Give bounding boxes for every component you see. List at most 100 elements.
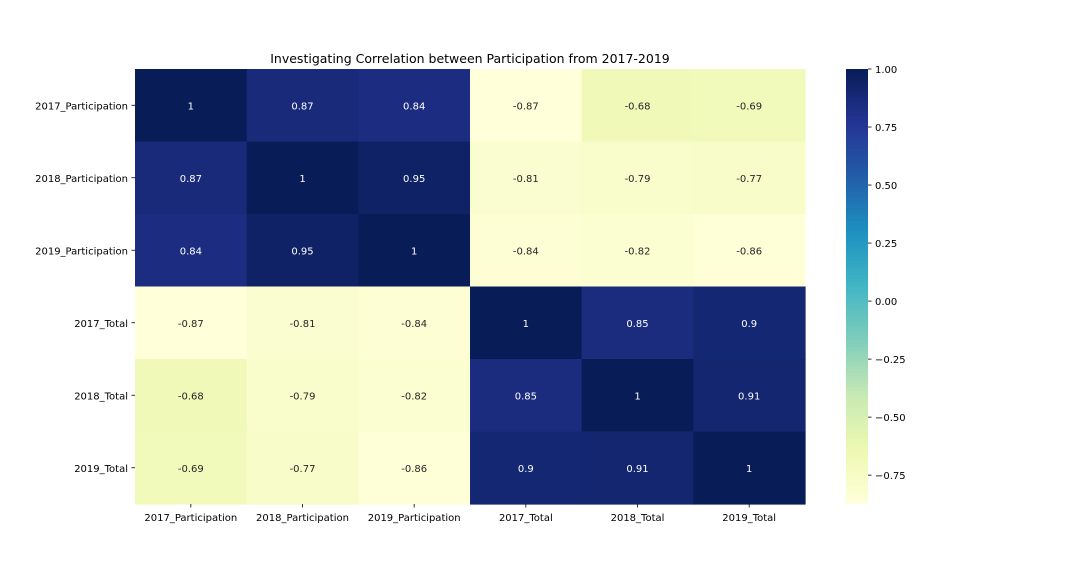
x-tick-label: 2017_Participation <box>144 513 237 524</box>
cell-annotation: -0.86 <box>401 464 427 475</box>
cell-annotation: 0.84 <box>403 101 425 112</box>
colorbar-segment <box>846 264 868 269</box>
heatmap-cell <box>470 359 583 433</box>
cell-annotation: 1 <box>523 319 529 330</box>
cell-annotation: -0.87 <box>513 101 539 112</box>
colorbar-segment <box>846 126 868 132</box>
colorbar-segment <box>846 101 868 106</box>
colorbar-segment <box>846 419 868 425</box>
cell-annotation: -0.69 <box>736 101 762 112</box>
colorbar-segment <box>846 314 868 320</box>
heatmap-cell <box>358 69 471 143</box>
colorbar-segment <box>846 76 868 81</box>
heatmap-cell <box>246 359 359 433</box>
heatmap-cell <box>135 286 248 360</box>
colorbar-segment <box>846 231 868 236</box>
colorbar-segment <box>846 173 868 179</box>
colorbar-tick-label: 0.50 <box>875 181 897 192</box>
heatmap-cell <box>246 141 359 215</box>
colorbar-segment <box>846 430 868 435</box>
colorbar-segment <box>846 108 868 113</box>
heatmap-cell <box>246 431 359 505</box>
colorbar-segment <box>846 347 868 352</box>
colorbar-segment <box>846 318 868 323</box>
colorbar-segment <box>846 412 868 417</box>
colorbar-tick-label: −0.75 <box>875 471 906 482</box>
colorbar-segment <box>846 199 868 204</box>
colorbar-segment <box>846 333 868 338</box>
colorbar-segment <box>846 311 868 316</box>
colorbar-segment <box>846 116 868 121</box>
colorbar-segment <box>846 304 868 309</box>
colorbar-segment <box>846 387 868 392</box>
colorbar-segment <box>846 325 868 330</box>
heatmap-cell <box>581 286 694 360</box>
y-axis-ticks: 2017_Participation 2018_Participation 2019… <box>35 101 135 475</box>
colorbar-segment <box>846 495 868 500</box>
cell-annotation: 0.85 <box>515 391 537 402</box>
heatmap-cell <box>135 214 248 288</box>
y-tick-label: 2018_Total <box>74 391 128 402</box>
cell-annotation: -0.84 <box>513 246 539 257</box>
colorbar-segment <box>846 455 868 461</box>
y-tick-label: 2019_Total <box>74 464 128 475</box>
cell-annotation: -0.82 <box>625 246 651 257</box>
heatmap-cell <box>470 286 583 360</box>
colorbar-segment <box>846 408 868 414</box>
colorbar-segment <box>846 394 868 399</box>
colorbar-segment <box>846 499 868 504</box>
colorbar-segment <box>846 177 868 182</box>
colorbar-segment <box>846 427 868 432</box>
colorbar-segment <box>846 492 868 497</box>
colorbar-segment <box>846 275 868 280</box>
colorbar-segment <box>846 123 868 128</box>
colorbar-segment <box>846 296 868 302</box>
colorbar-segment <box>846 459 868 464</box>
colorbar-segment <box>846 398 868 403</box>
x-tick-label: 2017_Total <box>499 513 553 524</box>
colorbar-segment <box>846 170 868 175</box>
colorbar-segment <box>846 437 868 443</box>
heatmap-cell <box>693 431 806 505</box>
heatmap-cell <box>135 359 248 433</box>
colorbar-segment <box>846 181 868 186</box>
colorbar-segment <box>846 246 868 251</box>
colorbar-segment <box>846 166 868 171</box>
colorbar-segment <box>846 105 868 110</box>
colorbar-segment <box>846 369 868 374</box>
y-tick-label: 2017_Participation <box>35 101 128 112</box>
colorbar-segment <box>846 289 868 294</box>
heatmap-cell <box>693 141 806 215</box>
colorbar-segment <box>846 90 868 95</box>
colorbar-segment <box>846 488 868 493</box>
heatmap-cell <box>581 431 694 505</box>
cell-annotation: 0.87 <box>180 174 202 185</box>
colorbar-segment <box>846 83 868 88</box>
colorbar-segment <box>846 141 868 146</box>
heatmap-cell <box>581 359 694 433</box>
heatmap-cell <box>581 214 694 288</box>
heatmap-cell <box>358 141 471 215</box>
colorbar-segment <box>846 423 868 428</box>
colorbar-segment <box>846 343 868 349</box>
colorbar-segment <box>846 94 868 99</box>
colorbar-segment <box>846 224 868 229</box>
colorbar-segment <box>846 463 868 468</box>
colorbar-segment <box>846 354 868 359</box>
cell-annotation: 0.95 <box>403 174 425 185</box>
heatmap-cell <box>470 214 583 288</box>
colorbar-segment <box>846 452 868 457</box>
x-tick-label: 2019_Participation <box>368 513 461 524</box>
colorbar-tick-label: 0.75 <box>875 123 897 134</box>
heatmap-cell <box>135 141 248 215</box>
x-tick-label: 2018_Total <box>611 513 665 524</box>
colorbar-segment <box>846 87 868 92</box>
x-axis-ticks: 2017_Participation 2018_Participation 2019… <box>144 504 776 524</box>
colorbar-segment <box>846 271 868 276</box>
colorbar-segment <box>846 130 868 135</box>
colorbar-segment <box>846 448 868 453</box>
colorbar-segment <box>846 152 868 157</box>
heatmap-cell <box>358 214 471 288</box>
